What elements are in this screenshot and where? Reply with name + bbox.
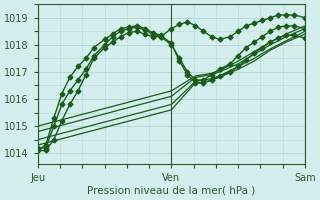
X-axis label: Pression niveau de la mer( hPa ): Pression niveau de la mer( hPa )	[87, 186, 256, 196]
